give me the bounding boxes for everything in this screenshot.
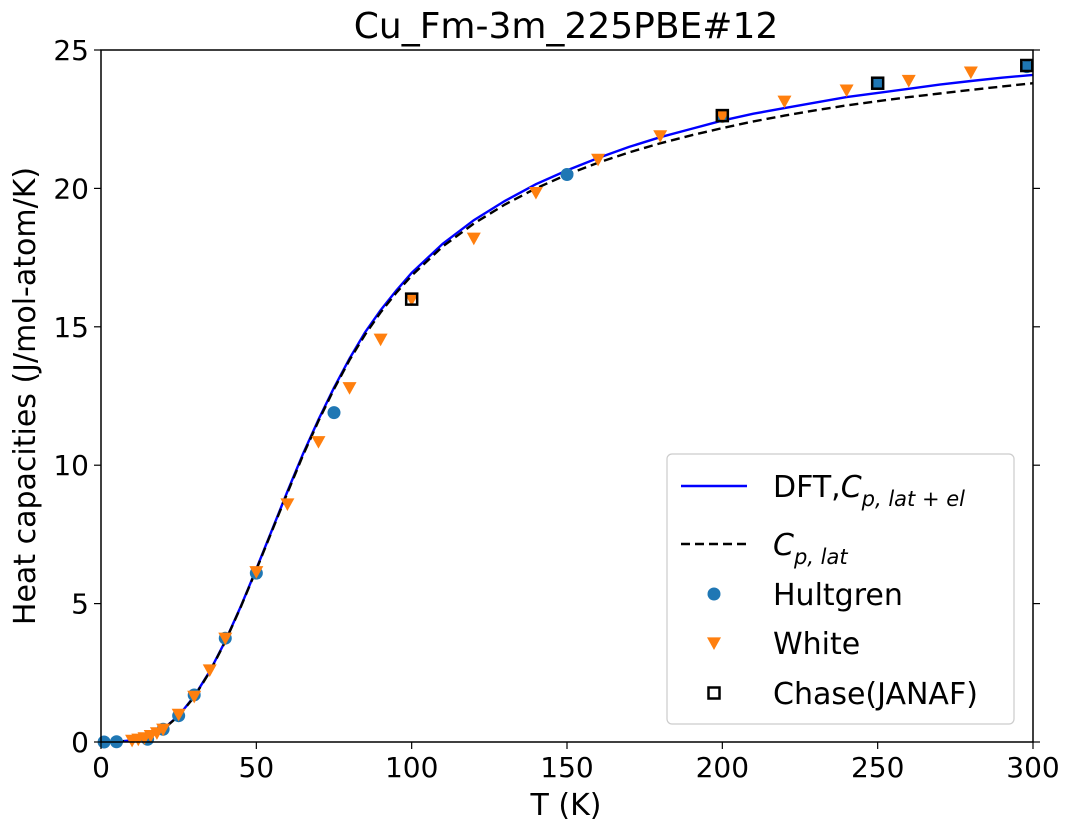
x-tick-label: 0 bbox=[92, 751, 110, 784]
data-point-white bbox=[171, 708, 186, 722]
x-tick-label: 200 bbox=[696, 751, 749, 784]
legend-label: DFT,Cp, lat + el bbox=[773, 470, 965, 511]
series-line-cp-lat bbox=[101, 82, 1033, 742]
x-tick-label: 50 bbox=[239, 751, 275, 784]
y-tick-label: 15 bbox=[53, 311, 89, 344]
y-tick-label: 20 bbox=[53, 172, 89, 205]
chart-title: Cu_Fm-3m_225PBE#12 bbox=[354, 6, 779, 47]
data-point-chase-janaf bbox=[870, 76, 885, 90]
data-point-white bbox=[653, 130, 668, 143]
x-tick-label: 150 bbox=[540, 751, 593, 784]
data-point-chase-janaf bbox=[404, 292, 419, 306]
x-axis-label: T (K) bbox=[530, 788, 602, 823]
data-point-hultgren bbox=[327, 406, 341, 420]
legend-label: Hultgren bbox=[773, 578, 903, 613]
data-point-white bbox=[591, 153, 606, 167]
y-tick-label: 10 bbox=[53, 449, 89, 482]
data-point-white bbox=[218, 632, 233, 646]
data-point-white bbox=[963, 66, 978, 80]
data-point-white bbox=[777, 95, 792, 109]
legend-label: Chase(JANAF) bbox=[773, 677, 978, 712]
data-point-white bbox=[187, 690, 202, 704]
x-tick-label: 250 bbox=[851, 751, 904, 784]
data-point-white bbox=[839, 84, 854, 98]
data-point-chase-janaf bbox=[715, 108, 730, 123]
y-axis-label: Heat capacities (J/mol-atom/K) bbox=[8, 167, 43, 625]
legend-box bbox=[666, 453, 1015, 725]
data-point-white bbox=[342, 382, 357, 395]
x-tick-label: 100 bbox=[385, 751, 438, 784]
data-point-white bbox=[373, 333, 388, 347]
data-point-white bbox=[466, 232, 481, 246]
data-point-white bbox=[249, 566, 264, 579]
x-tick-label: 300 bbox=[1006, 751, 1059, 784]
legend-label: Cp, lat bbox=[773, 528, 848, 569]
data-point-white bbox=[528, 186, 543, 200]
data-point-hultgren bbox=[871, 76, 885, 90]
y-tick-label: 25 bbox=[53, 34, 89, 67]
data-point-white bbox=[404, 293, 419, 307]
data-point-white bbox=[280, 498, 295, 511]
legend: DFT,Cp, lat + el Cp, lat Hultgren White Chas… bbox=[666, 453, 1015, 725]
legend-swatch bbox=[707, 587, 721, 601]
legend-swatch bbox=[707, 686, 721, 700]
data-point-white bbox=[901, 74, 916, 88]
data-point-hultgren bbox=[560, 168, 574, 182]
legend-label: White bbox=[773, 627, 860, 662]
y-tick-label: 0 bbox=[71, 726, 89, 759]
legend-swatch bbox=[707, 637, 721, 650]
data-point-white bbox=[156, 723, 171, 737]
data-point-white bbox=[311, 436, 326, 449]
data-point-white bbox=[715, 110, 730, 124]
y-tick-label: 5 bbox=[71, 588, 89, 621]
data-point-white bbox=[202, 664, 217, 678]
